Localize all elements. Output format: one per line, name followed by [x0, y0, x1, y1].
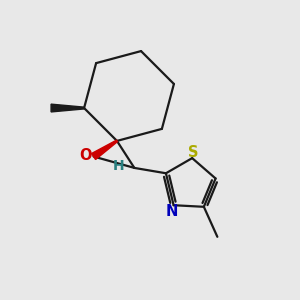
Polygon shape [92, 140, 118, 160]
Text: S: S [188, 145, 199, 160]
Polygon shape [51, 104, 84, 112]
Text: H: H [113, 158, 124, 172]
Text: O: O [80, 148, 92, 163]
Text: N: N [166, 204, 178, 219]
